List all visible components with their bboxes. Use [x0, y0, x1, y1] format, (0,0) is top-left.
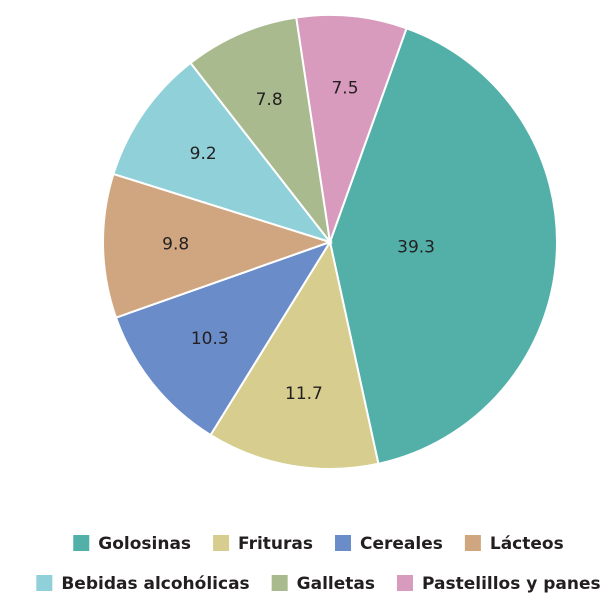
data-label: 39.3 — [397, 238, 435, 258]
legend-swatch — [213, 535, 230, 551]
pie-slice — [112, 61, 333, 244]
legend-label: Golosinas — [98, 534, 191, 554]
legend-label: Galletas — [297, 574, 375, 594]
legend-row: Bebidas alcohólicas Galletas Pastelillos y… — [36, 574, 601, 594]
pie-slice — [114, 240, 333, 437]
data-label: 11.7 — [285, 384, 323, 404]
legend-label: Frituras — [238, 534, 313, 554]
pie-slice — [102, 172, 334, 319]
data-label: 9.8 — [162, 235, 189, 255]
pie-slice — [295, 14, 408, 243]
data-label: 9.2 — [190, 144, 217, 164]
pie-slice — [209, 239, 380, 470]
legend-swatch — [464, 535, 481, 551]
legend-row: Golosinas Frituras Cereales Lácteos — [73, 534, 564, 554]
legend-label: Lácteos — [490, 534, 564, 554]
data-label: 10.3 — [191, 329, 229, 349]
legend-swatch — [335, 535, 352, 551]
legend-label: Pastelillos y panes — [422, 574, 601, 594]
data-label: 7.5 — [331, 78, 358, 98]
legend-label: Cereales — [360, 534, 443, 554]
pie-slice — [328, 27, 558, 465]
legend-swatch — [73, 535, 90, 551]
pie-slice — [189, 16, 332, 246]
legend-label: Bebidas alcohólicas — [61, 574, 249, 594]
legend-swatch — [396, 575, 413, 591]
data-label: 7.8 — [256, 90, 283, 110]
legend-swatch — [36, 575, 53, 591]
legend-swatch — [271, 575, 288, 591]
